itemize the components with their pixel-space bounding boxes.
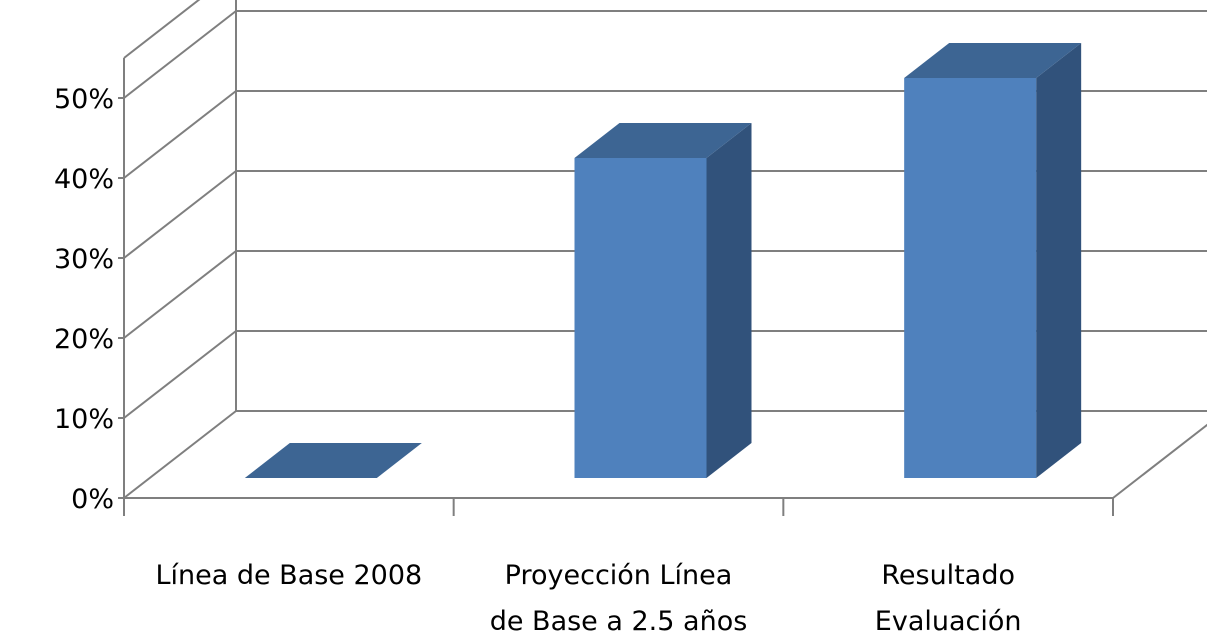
gridline-side-30 <box>123 170 237 259</box>
x-category-label-line: de Base a 2.5 años <box>490 606 748 637</box>
y-tick-label: 50% <box>54 84 114 115</box>
x-category-label: Proyección Línea de Base a 2.5 años <box>490 560 748 637</box>
x-category-label-line: Resultado <box>881 560 1015 591</box>
bar-0 <box>244 443 422 478</box>
bar-1 <box>574 123 752 478</box>
side-wall-top-edge <box>123 0 201 59</box>
gridline-side-0 <box>123 410 237 499</box>
bar-side-face <box>1036 43 1082 478</box>
bar-2 <box>904 43 1082 478</box>
x-category-label-line: Línea de Base 2008 <box>155 560 422 591</box>
floor-right-edge <box>1112 423 1207 499</box>
y-tick-label: 40% <box>54 164 114 195</box>
x-category-label-line: Proyección Línea <box>505 560 733 591</box>
gridline-side-10 <box>123 330 237 419</box>
bar-front-face <box>574 158 707 478</box>
bar-top-face <box>244 443 422 478</box>
y-tick-label: 10% <box>54 404 114 435</box>
y-tick-label: 30% <box>54 244 114 275</box>
x-axis <box>123 58 1114 516</box>
bar-top-face <box>904 43 1082 78</box>
bar-side-face <box>706 123 752 478</box>
bar-front-face <box>904 78 1037 478</box>
y-tick-label: 20% <box>54 324 114 355</box>
x-category-label: Resultado Evaluación <box>875 560 1022 637</box>
gridline-side-20 <box>123 250 237 339</box>
gridline-side-50 <box>123 10 237 99</box>
x-axis-labels: Línea de Base 2008 Proyección Línea de Bas… <box>155 560 1021 637</box>
y-tick-label: 0% <box>71 484 114 515</box>
x-category-label: Línea de Base 2008 <box>155 560 422 591</box>
y-axis-ticks: 0% 10% 20% 30% 40% 50% <box>54 84 124 515</box>
bars <box>244 43 1082 478</box>
bar-top-face <box>574 123 752 158</box>
chart-walls <box>123 0 1207 499</box>
x-category-label-line: Evaluación <box>875 606 1022 637</box>
gridline-side-40 <box>123 90 237 179</box>
